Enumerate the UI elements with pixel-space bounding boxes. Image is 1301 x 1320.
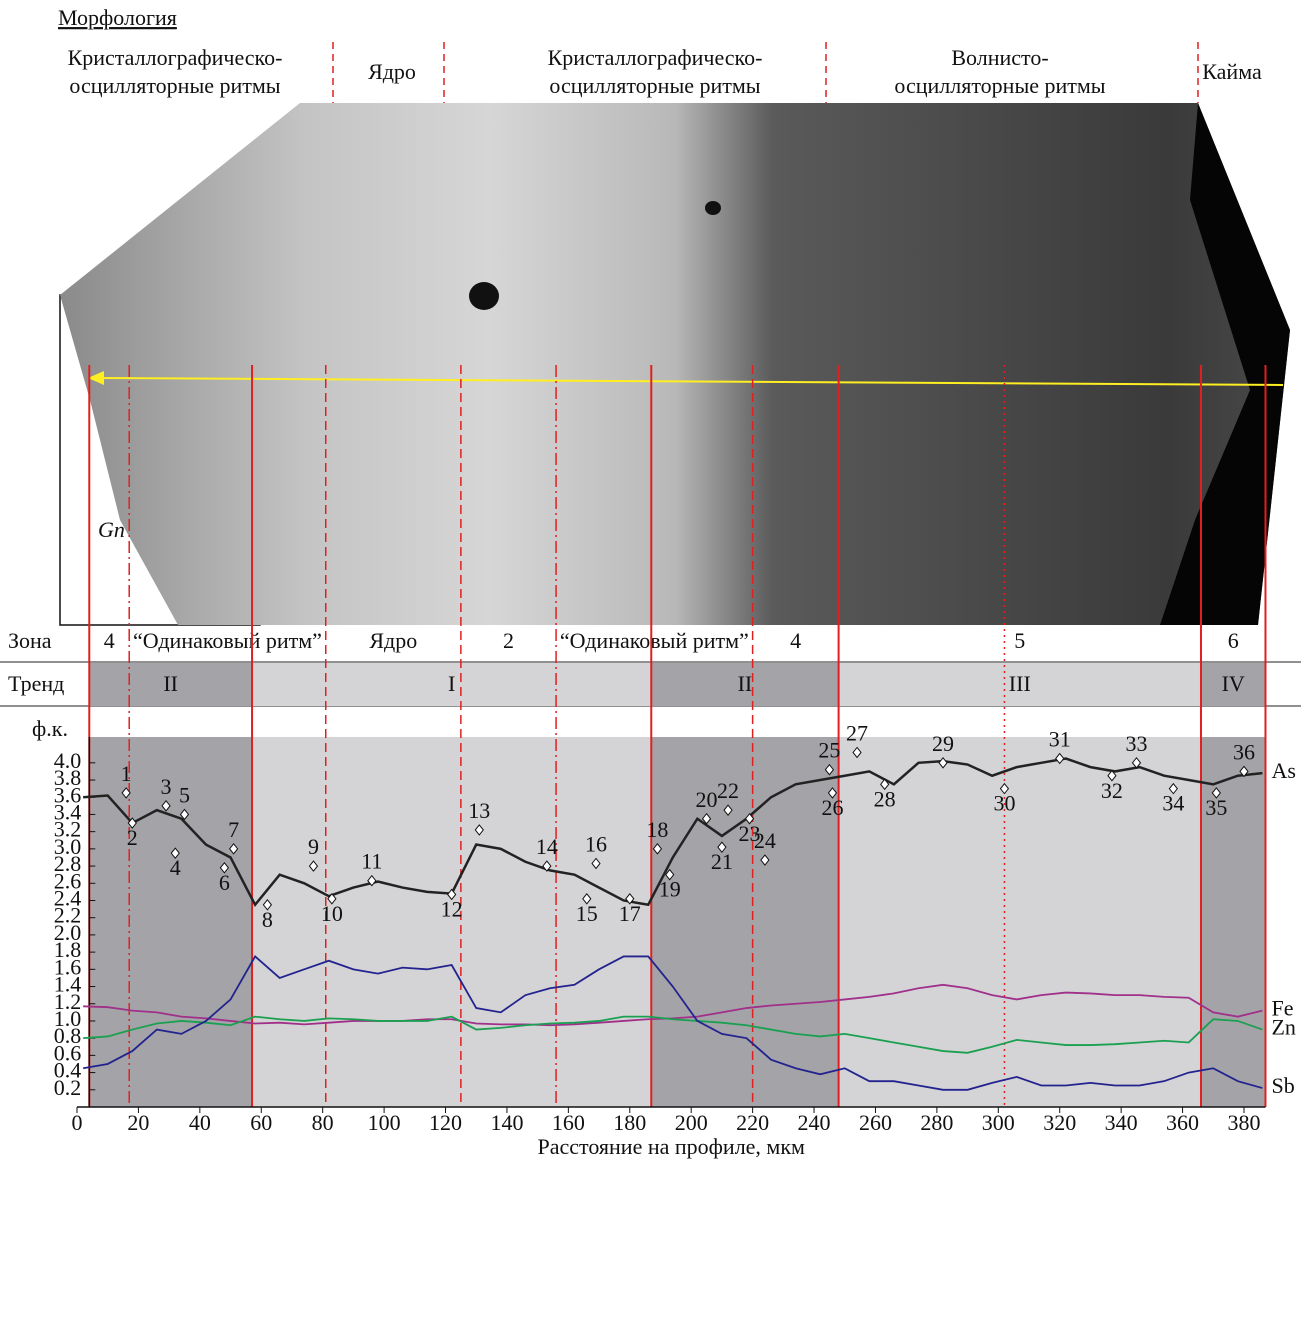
series-label: Zn [1271,1015,1295,1040]
x-axis-label: Расстояние на профиле, мкм [537,1134,805,1159]
point-label: 13 [468,798,490,823]
x-tick-label: 40 [189,1110,211,1135]
x-tick-label: 320 [1043,1110,1076,1135]
x-tick-label: 220 [736,1110,769,1135]
crystal [60,103,1290,625]
zone-label: “Одинаковый ритм” [133,628,322,653]
x-tick-label: 140 [490,1110,523,1135]
morphology-label: Ядро [368,59,416,84]
zone-label: “Одинаковый ритм” [560,628,749,653]
zone-label: 4 [790,628,801,653]
point-label: 20 [696,787,718,812]
point-label: 12 [441,897,463,922]
zone-label: 2 [503,628,514,653]
point-label: 26 [821,795,843,820]
x-tick-label: 120 [429,1110,462,1135]
morphology-label: Кайма [1202,59,1262,84]
point-label: 27 [846,721,868,746]
x-tick-label: 60 [250,1110,272,1135]
morphology-label: осцилляторные ритмы [69,73,280,98]
point-label: 7 [228,817,239,842]
zone-label: 5 [1014,628,1025,653]
point-label: 36 [1233,739,1255,764]
figure: Морфология Gn Кристаллографическо-осцилл… [0,0,1301,1320]
zone-title: Зона [8,628,52,653]
x-tick-label: 80 [312,1110,334,1135]
trend-label: III [1009,671,1031,696]
mineral-label: Gn [98,517,125,542]
point-label: 22 [717,778,739,803]
point-label: 3 [161,774,172,799]
trend-plot-band [1201,737,1265,1107]
point-label: 35 [1205,795,1227,820]
point-label: 8 [262,907,273,932]
point-label: 1 [121,761,132,786]
point-label: 30 [993,791,1015,816]
trend-label: II [163,671,178,696]
zone-label: 6 [1228,628,1239,653]
x-tick-label: 380 [1227,1110,1260,1135]
morphology-label: Волнисто- [951,45,1048,70]
x-tick-label: 360 [1166,1110,1199,1135]
point-label: 16 [585,832,607,857]
point-label: 9 [308,834,319,859]
point-label: 11 [361,849,382,874]
point-label: 19 [659,877,681,902]
series-label: Sb [1271,1073,1294,1098]
x-tick-label: 340 [1105,1110,1138,1135]
x-tick-label: 260 [859,1110,892,1135]
point-label: 10 [321,901,343,926]
zone-label: Ядро [369,628,417,653]
point-label: 34 [1162,791,1184,816]
zone-label: 4 [104,628,115,653]
x-tick-label: 280 [920,1110,953,1135]
pore [705,201,721,215]
point-label: 31 [1049,727,1071,752]
morphology-label: Кристаллографическо- [548,45,763,70]
x-tick-label: 20 [127,1110,149,1135]
x-tick-label: 240 [798,1110,831,1135]
trend-plot-band [651,737,838,1107]
point-label: 14 [536,834,558,859]
pore [469,282,499,310]
morphology-label: Кристаллографическо- [68,45,283,70]
point-label: 29 [932,731,954,756]
morphology-label: осцилляторные ритмы [894,73,1105,98]
point-label: 15 [576,901,598,926]
morphology-label: осцилляторные ритмы [549,73,760,98]
point-label: 18 [646,817,668,842]
point-label: 2 [127,825,138,850]
point-label: 6 [219,870,230,895]
point-label: 33 [1125,731,1147,756]
morphology-title: Морфология [58,5,177,30]
point-label: 24 [754,828,776,853]
x-tick-label: 180 [613,1110,646,1135]
x-tick-label: 200 [675,1110,708,1135]
y-axis-label: ф.к. [32,716,68,741]
x-tick-label: 300 [982,1110,1015,1135]
point-label: 32 [1101,778,1123,803]
x-tick-label: 100 [368,1110,401,1135]
trend-title: Тренд [8,671,64,696]
trend-label: I [448,671,455,696]
x-tick-label: 0 [72,1110,83,1135]
y-tick-label: 4.0 [54,748,82,773]
point-label: 25 [818,738,840,763]
point-label: 17 [619,901,641,926]
x-tick-label: 160 [552,1110,585,1135]
point-label: 4 [170,855,181,880]
point-label: 28 [874,786,896,811]
micrograph: Gn [60,42,1290,625]
trend-label: II [738,671,753,696]
trend-label: IV [1222,671,1245,696]
point-label: 5 [179,782,190,807]
point-label: 21 [711,849,733,874]
series-label: As [1271,758,1295,783]
